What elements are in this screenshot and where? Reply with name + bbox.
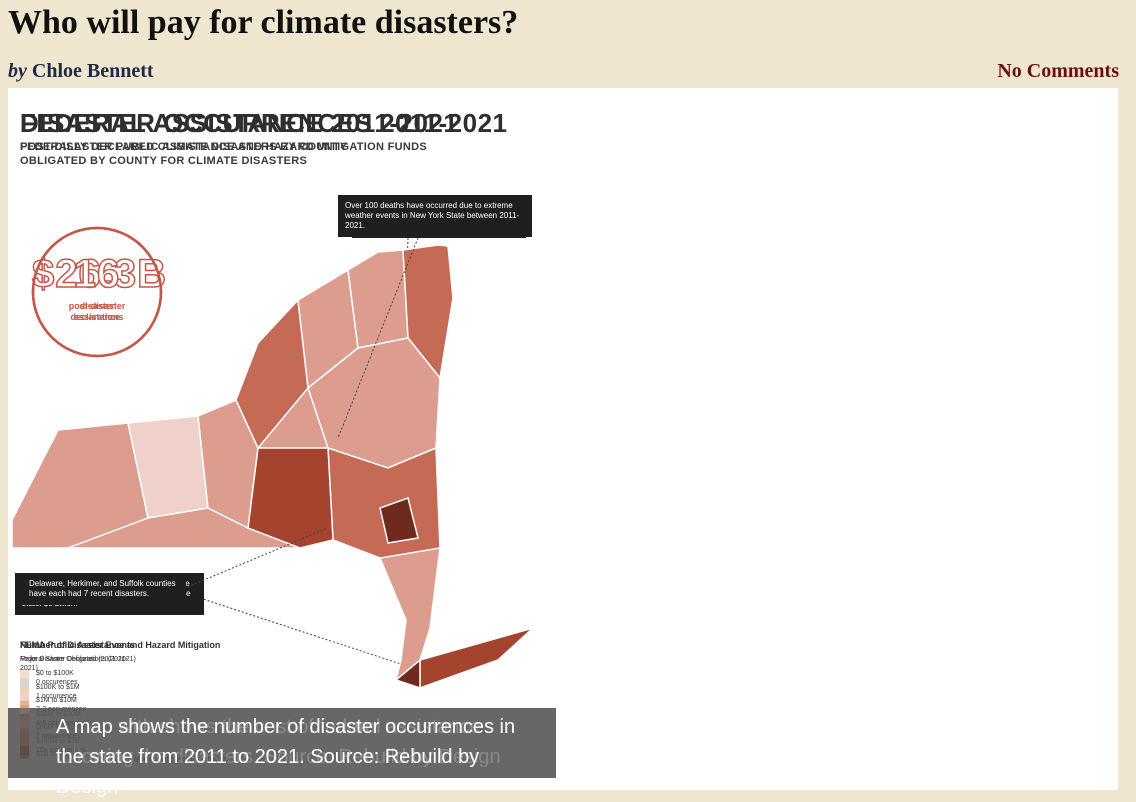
legend-label: 1 occurrence [36,692,77,700]
county-region [347,249,409,349]
author-link[interactable]: Chloe Bennett [31,60,154,82]
county-region [379,497,419,544]
stat-circle [31,226,163,358]
stat-label: disaster declarations [70,301,124,322]
figure-subtitle: FEDERALLY DECLARED CLIMATE DISASTERS BY … [20,141,348,153]
legend-title: FEMA Public Assistance and Hazard Mitiga… [20,640,221,650]
legend-item: $0 to $100K [20,667,220,681]
figure-subtitle: POST-DISASTER PUBLIC ASSISTANCE AND HAZA… [20,141,427,167]
legend-item: 1 occurrence [20,690,140,704]
stat-number: 16 [73,251,121,297]
figure-title: DISASTER OCCURRENCES 2011-2021 [20,108,508,138]
annotation-leader [172,527,329,594]
county-region [247,447,334,549]
figure-title: FEDERAL ASSISTANCE 2011-2021 [20,108,459,138]
county-region [419,627,534,690]
comments-link[interactable]: No Comments [997,60,1119,82]
byline-prefix: by [8,60,27,82]
post-title: Who will pay for climate disasters? [8,4,519,41]
legend-title: Number of Disaster Events [20,640,136,650]
legend-item: $100K to $1M [20,681,220,695]
stat-number: $26.3B [31,251,167,297]
legend-swatch [20,696,29,706]
stat-block: $26.3B post-disaster assistance [31,251,167,323]
county-region [394,658,421,690]
legend-subtitle: Major Disaster Declarations (2011-2021) [20,656,128,672]
legend-label: $0 to $100K [36,670,74,678]
byline: by Chloe Bennett [8,60,154,83]
legend-label: $1M to $10M [36,697,77,705]
legend-swatch [20,691,29,701]
stat-block: 16 disaster declarations [32,251,162,323]
legend-label: 0 occurences [36,679,78,687]
annotation-leader [199,597,414,669]
stat-label: post-disaster assistance [68,301,126,322]
legend-item: $1M to $10M [20,694,220,708]
legend-item: 0 occurences [20,676,140,690]
annotation: Delaware, Herkimer, and Suffolk counties… [22,573,186,605]
image-frame: FEDERAL ASSISTANCE 2011-2021 POST-DISASTE… [8,88,1118,798]
image-caption: A map shows the number of disaster occur… [8,708,556,798]
legend-swatch [20,669,29,679]
annotation: Over 100 deaths have occurred due to ext… [338,195,532,237]
legend-swatch [20,682,29,692]
legend-label: $100K to $1M [36,683,80,691]
state-map [11,226,534,690]
legend-swatch [20,678,29,688]
legend-subtitle: Federal Share Obligated (2011-2021) [20,656,136,663]
